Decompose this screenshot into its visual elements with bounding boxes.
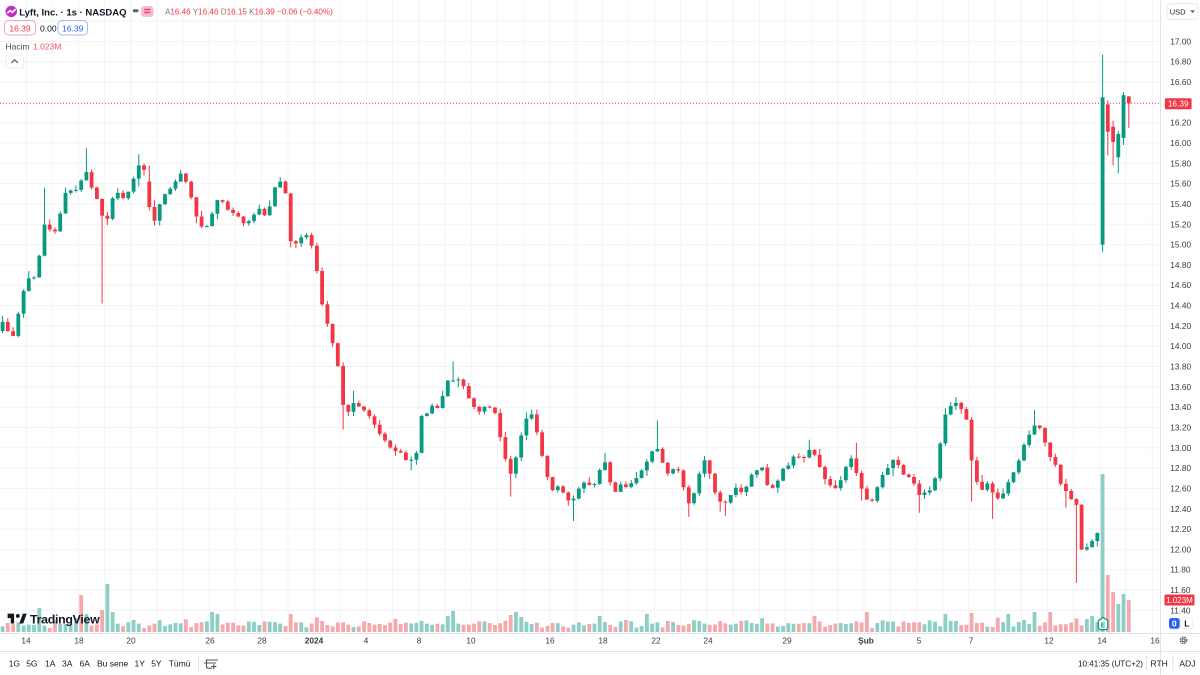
- svg-text:3A: 3A: [62, 659, 73, 669]
- svg-text:RTH: RTH: [1151, 659, 1168, 669]
- svg-text:5Y: 5Y: [151, 659, 162, 669]
- svg-text:1G: 1G: [9, 659, 20, 669]
- svg-text:16.39: 16.39: [62, 24, 84, 34]
- svg-text:Tümü: Tümü: [169, 659, 191, 669]
- svg-text:15.40: 15.40: [1170, 199, 1191, 209]
- svg-text:10:41:35 (UTC+2): 10:41:35 (UTC+2): [1078, 660, 1143, 669]
- svg-text:18: 18: [74, 636, 84, 646]
- svg-text:0: 0: [1172, 618, 1177, 628]
- svg-text:Şub: Şub: [858, 636, 874, 646]
- svg-text:13.40: 13.40: [1170, 402, 1191, 412]
- svg-text:24: 24: [703, 636, 713, 646]
- svg-text:14.20: 14.20: [1170, 321, 1191, 331]
- svg-text:13.60: 13.60: [1170, 382, 1191, 392]
- svg-text:5G: 5G: [26, 659, 37, 669]
- svg-text:15.80: 15.80: [1170, 158, 1191, 168]
- svg-text:20: 20: [126, 636, 136, 646]
- svg-text:11.80: 11.80: [1170, 565, 1191, 575]
- svg-text:8: 8: [417, 636, 422, 646]
- svg-text:USD: USD: [1170, 7, 1186, 16]
- svg-text:Hacim: Hacim: [6, 41, 30, 51]
- svg-text:15.20: 15.20: [1170, 219, 1191, 229]
- svg-text:14: 14: [21, 636, 31, 646]
- svg-text:16.60: 16.60: [1170, 77, 1191, 87]
- svg-text:16: 16: [545, 636, 555, 646]
- svg-text:L: L: [1184, 618, 1189, 628]
- svg-text:12.00: 12.00: [1170, 544, 1191, 554]
- svg-text:15.00: 15.00: [1170, 240, 1191, 250]
- svg-text:0.00: 0.00: [40, 24, 57, 34]
- svg-text:11.60: 11.60: [1170, 585, 1191, 595]
- svg-text:11.40: 11.40: [1170, 605, 1191, 615]
- svg-text:1.023M: 1.023M: [33, 41, 61, 51]
- svg-text:4: 4: [364, 636, 369, 646]
- svg-text:12.60: 12.60: [1170, 483, 1191, 493]
- svg-text:1.023M: 1.023M: [1166, 596, 1193, 605]
- svg-text:14.60: 14.60: [1170, 280, 1191, 290]
- svg-text:16: 16: [1150, 636, 1160, 646]
- svg-text:14.40: 14.40: [1170, 301, 1191, 311]
- svg-text:16.80: 16.80: [1170, 57, 1191, 67]
- svg-text:13.20: 13.20: [1170, 423, 1191, 433]
- svg-text:5: 5: [917, 636, 922, 646]
- svg-text:10: 10: [466, 636, 476, 646]
- svg-text:14: 14: [1097, 636, 1107, 646]
- svg-text:Lyft, Inc. · 1s · NASDAQ: Lyft, Inc. · 1s · NASDAQ: [19, 7, 126, 18]
- svg-text:E: E: [1101, 623, 1106, 630]
- svg-text:1A: 1A: [45, 659, 56, 669]
- svg-text:15.60: 15.60: [1170, 179, 1191, 189]
- svg-text:26: 26: [205, 636, 215, 646]
- svg-text:16.39: 16.39: [1168, 99, 1189, 109]
- svg-text:12.20: 12.20: [1170, 524, 1191, 534]
- svg-text:12: 12: [1044, 636, 1054, 646]
- svg-text:14.80: 14.80: [1170, 260, 1191, 270]
- svg-text:TradingView: TradingView: [30, 613, 100, 627]
- svg-text:ADJ: ADJ: [1179, 659, 1195, 669]
- svg-text:16.39: 16.39: [9, 24, 31, 34]
- svg-text:7: 7: [969, 636, 974, 646]
- svg-text:12.40: 12.40: [1170, 504, 1191, 514]
- svg-text:16.20: 16.20: [1170, 118, 1191, 128]
- svg-text:2024: 2024: [305, 636, 324, 646]
- svg-text:14.00: 14.00: [1170, 341, 1191, 351]
- svg-text:Bu sene: Bu sene: [97, 659, 128, 669]
- svg-text:12.80: 12.80: [1170, 463, 1191, 473]
- svg-text:6A: 6A: [80, 659, 91, 669]
- svg-text:13.00: 13.00: [1170, 443, 1191, 453]
- svg-text:28: 28: [257, 636, 267, 646]
- svg-text:29: 29: [782, 636, 792, 646]
- svg-text:22: 22: [651, 636, 661, 646]
- svg-text:16.00: 16.00: [1170, 138, 1191, 148]
- svg-text:1Y: 1Y: [135, 659, 146, 669]
- svg-text:A16.46 Y16.46 D16.15 K16.39 −0: A16.46 Y16.46 D16.15 K16.39 −0.06 (−0.40…: [165, 7, 333, 16]
- svg-text:18: 18: [598, 636, 608, 646]
- svg-text:17.00: 17.00: [1170, 36, 1191, 46]
- svg-text:13.80: 13.80: [1170, 362, 1191, 372]
